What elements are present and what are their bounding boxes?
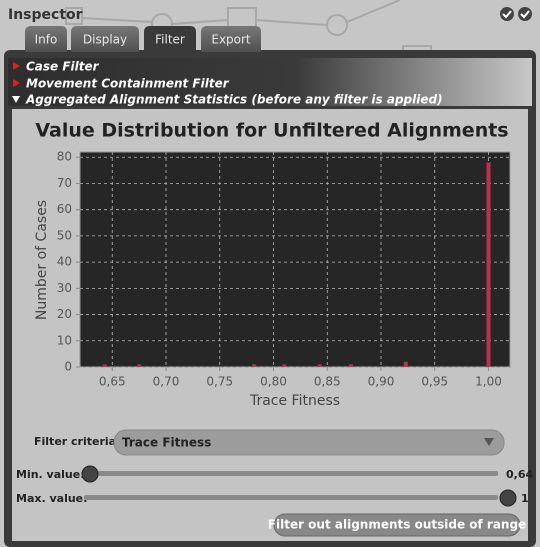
y-tick-label: 50 xyxy=(57,228,72,242)
x-tick-label: 1,00 xyxy=(475,375,502,389)
y-tick-label: 60 xyxy=(57,202,72,216)
min-slider-track[interactable] xyxy=(84,471,498,476)
section-title[interactable]: Movement Containment Filter xyxy=(26,77,230,91)
tab-label[interactable]: Display xyxy=(83,33,127,47)
bar xyxy=(282,364,287,367)
x-tick-label: 0,90 xyxy=(368,375,395,389)
expanded-arrow[interactable] xyxy=(12,96,20,103)
y-tick-label: 0 xyxy=(64,360,72,374)
window-icons[interactable] xyxy=(500,7,532,21)
y-tick-label: 80 xyxy=(57,150,72,164)
x-tick-label: 0,65 xyxy=(99,375,126,389)
section-title[interactable]: Aggregated Alignment Statistics (before … xyxy=(25,93,443,107)
x-tick-label: 0,95 xyxy=(421,375,448,389)
tab-label[interactable]: Filter xyxy=(155,33,185,47)
chart-title: Value Distribution for Unfiltered Alignm… xyxy=(35,120,508,142)
x-axis-label: Trace Fitness xyxy=(249,393,340,409)
x-tick-label: 0,75 xyxy=(206,375,233,389)
x-tick-label: 0,70 xyxy=(153,375,180,389)
dropdown-arrow[interactable] xyxy=(484,438,494,446)
x-tick-label: 0,80 xyxy=(260,375,287,389)
tab[interactable] xyxy=(144,26,196,52)
min-label: Min. value: xyxy=(16,468,85,481)
tab-label[interactable]: Export xyxy=(211,33,251,47)
section-title[interactable]: Case Filter xyxy=(26,60,100,74)
tab[interactable] xyxy=(201,26,261,52)
tab[interactable] xyxy=(25,26,67,52)
y-tick-label: 70 xyxy=(57,176,72,190)
bar xyxy=(348,364,353,367)
filter-button-label[interactable]: Filter out alignments outside of range xyxy=(268,518,526,532)
max-value: 1 xyxy=(521,492,529,505)
bar xyxy=(252,364,257,367)
filter-label: Filter criteria xyxy=(34,435,116,448)
tab-label[interactable]: Info xyxy=(35,33,58,47)
min-slider-thumb[interactable] xyxy=(81,465,99,483)
max-slider-track[interactable] xyxy=(84,495,498,500)
y-axis-label: Number of Cases xyxy=(34,200,50,320)
filter-dropdown[interactable] xyxy=(113,429,505,456)
y-tick-label: 30 xyxy=(57,281,72,295)
chart: 0 10 20 30 40 50 60 70 80 0,65 0,70 0,75 0,80 0,85 0,9… xyxy=(57,150,511,389)
filter-value[interactable]: Trace Fitness xyxy=(122,436,211,450)
x-tick-label: 0,85 xyxy=(314,375,341,389)
collapsed-arrow[interactable] xyxy=(13,79,20,87)
y-tick-label: 40 xyxy=(57,255,72,269)
max-slider-thumb[interactable] xyxy=(499,489,517,507)
section-header xyxy=(8,58,532,106)
bar xyxy=(317,364,322,367)
collapsed-arrow[interactable] xyxy=(13,62,20,70)
bar xyxy=(137,364,142,367)
bar xyxy=(403,361,408,367)
plot-area xyxy=(79,151,511,368)
bar xyxy=(486,162,491,367)
max-label: Max. value: xyxy=(16,492,88,505)
window-title: Inspector xyxy=(8,7,83,23)
bar xyxy=(102,364,107,367)
y-tick-label: 20 xyxy=(57,307,72,321)
y-tick-label: 10 xyxy=(57,333,72,347)
min-value: 0,64 xyxy=(506,468,533,481)
filter-button[interactable] xyxy=(273,513,521,537)
tab[interactable] xyxy=(71,26,139,52)
